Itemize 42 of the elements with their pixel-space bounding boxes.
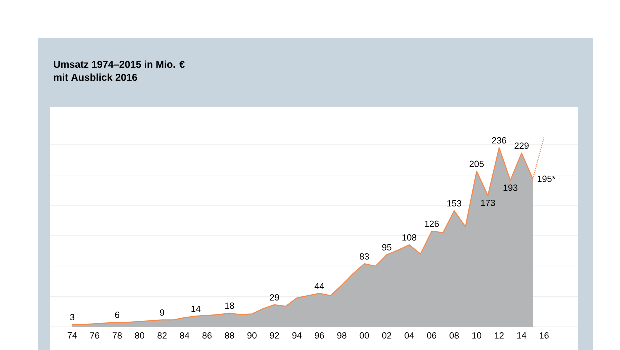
x-tick-label: 76 bbox=[90, 332, 100, 339]
x-tick-label: 94 bbox=[292, 332, 302, 339]
x-tick-label: 02 bbox=[382, 332, 392, 339]
x-tick-label: 06 bbox=[427, 332, 437, 339]
data-label: 236 bbox=[492, 137, 506, 144]
x-tick-label: 88 bbox=[225, 332, 234, 339]
data-label: 205 bbox=[470, 160, 484, 168]
x-tick-label: 90 bbox=[248, 332, 257, 339]
data-label: 173 bbox=[481, 200, 496, 206]
data-label: 108 bbox=[402, 234, 417, 241]
chart-subtitle: mit Ausblick 2016 bbox=[54, 74, 138, 82]
data-label: 6 bbox=[115, 312, 120, 318]
data-label: 195* bbox=[538, 176, 556, 182]
x-tick-label: 98 bbox=[338, 332, 347, 339]
x-tick-label: 08 bbox=[450, 332, 460, 339]
x-tick-label: 86 bbox=[202, 332, 212, 339]
data-label: 14 bbox=[192, 306, 201, 312]
x-tick-label: 10 bbox=[472, 332, 482, 339]
x-tick-label: 00 bbox=[360, 332, 370, 339]
data-label: 83 bbox=[360, 253, 370, 260]
data-label: 193 bbox=[504, 184, 518, 192]
data-label: 126 bbox=[425, 220, 440, 228]
x-tick-label: 84 bbox=[180, 332, 190, 339]
data-label: 9 bbox=[160, 310, 164, 316]
x-tick-label: 12 bbox=[495, 332, 504, 339]
data-label: 18 bbox=[225, 302, 234, 310]
x-tick-label: 92 bbox=[270, 332, 280, 339]
data-label: 44 bbox=[314, 283, 324, 290]
data-label: 95 bbox=[382, 244, 392, 251]
x-tick-label: 04 bbox=[404, 332, 414, 339]
x-tick-label: 78 bbox=[112, 332, 122, 339]
chart-title: Umsatz 1974–2015 in Mio. € bbox=[54, 60, 185, 68]
x-tick-label: 96 bbox=[315, 332, 324, 339]
data-label: 3 bbox=[70, 314, 75, 321]
x-tick-label: 80 bbox=[135, 332, 145, 339]
data-label: 29 bbox=[270, 294, 280, 301]
data-label: 153 bbox=[448, 200, 462, 207]
x-tick-label: 82 bbox=[158, 332, 167, 339]
x-tick-label: 14 bbox=[518, 332, 527, 339]
data-label: 229 bbox=[514, 142, 529, 150]
x-tick-label: 74 bbox=[68, 332, 78, 339]
x-tick-label: 16 bbox=[540, 332, 549, 339]
